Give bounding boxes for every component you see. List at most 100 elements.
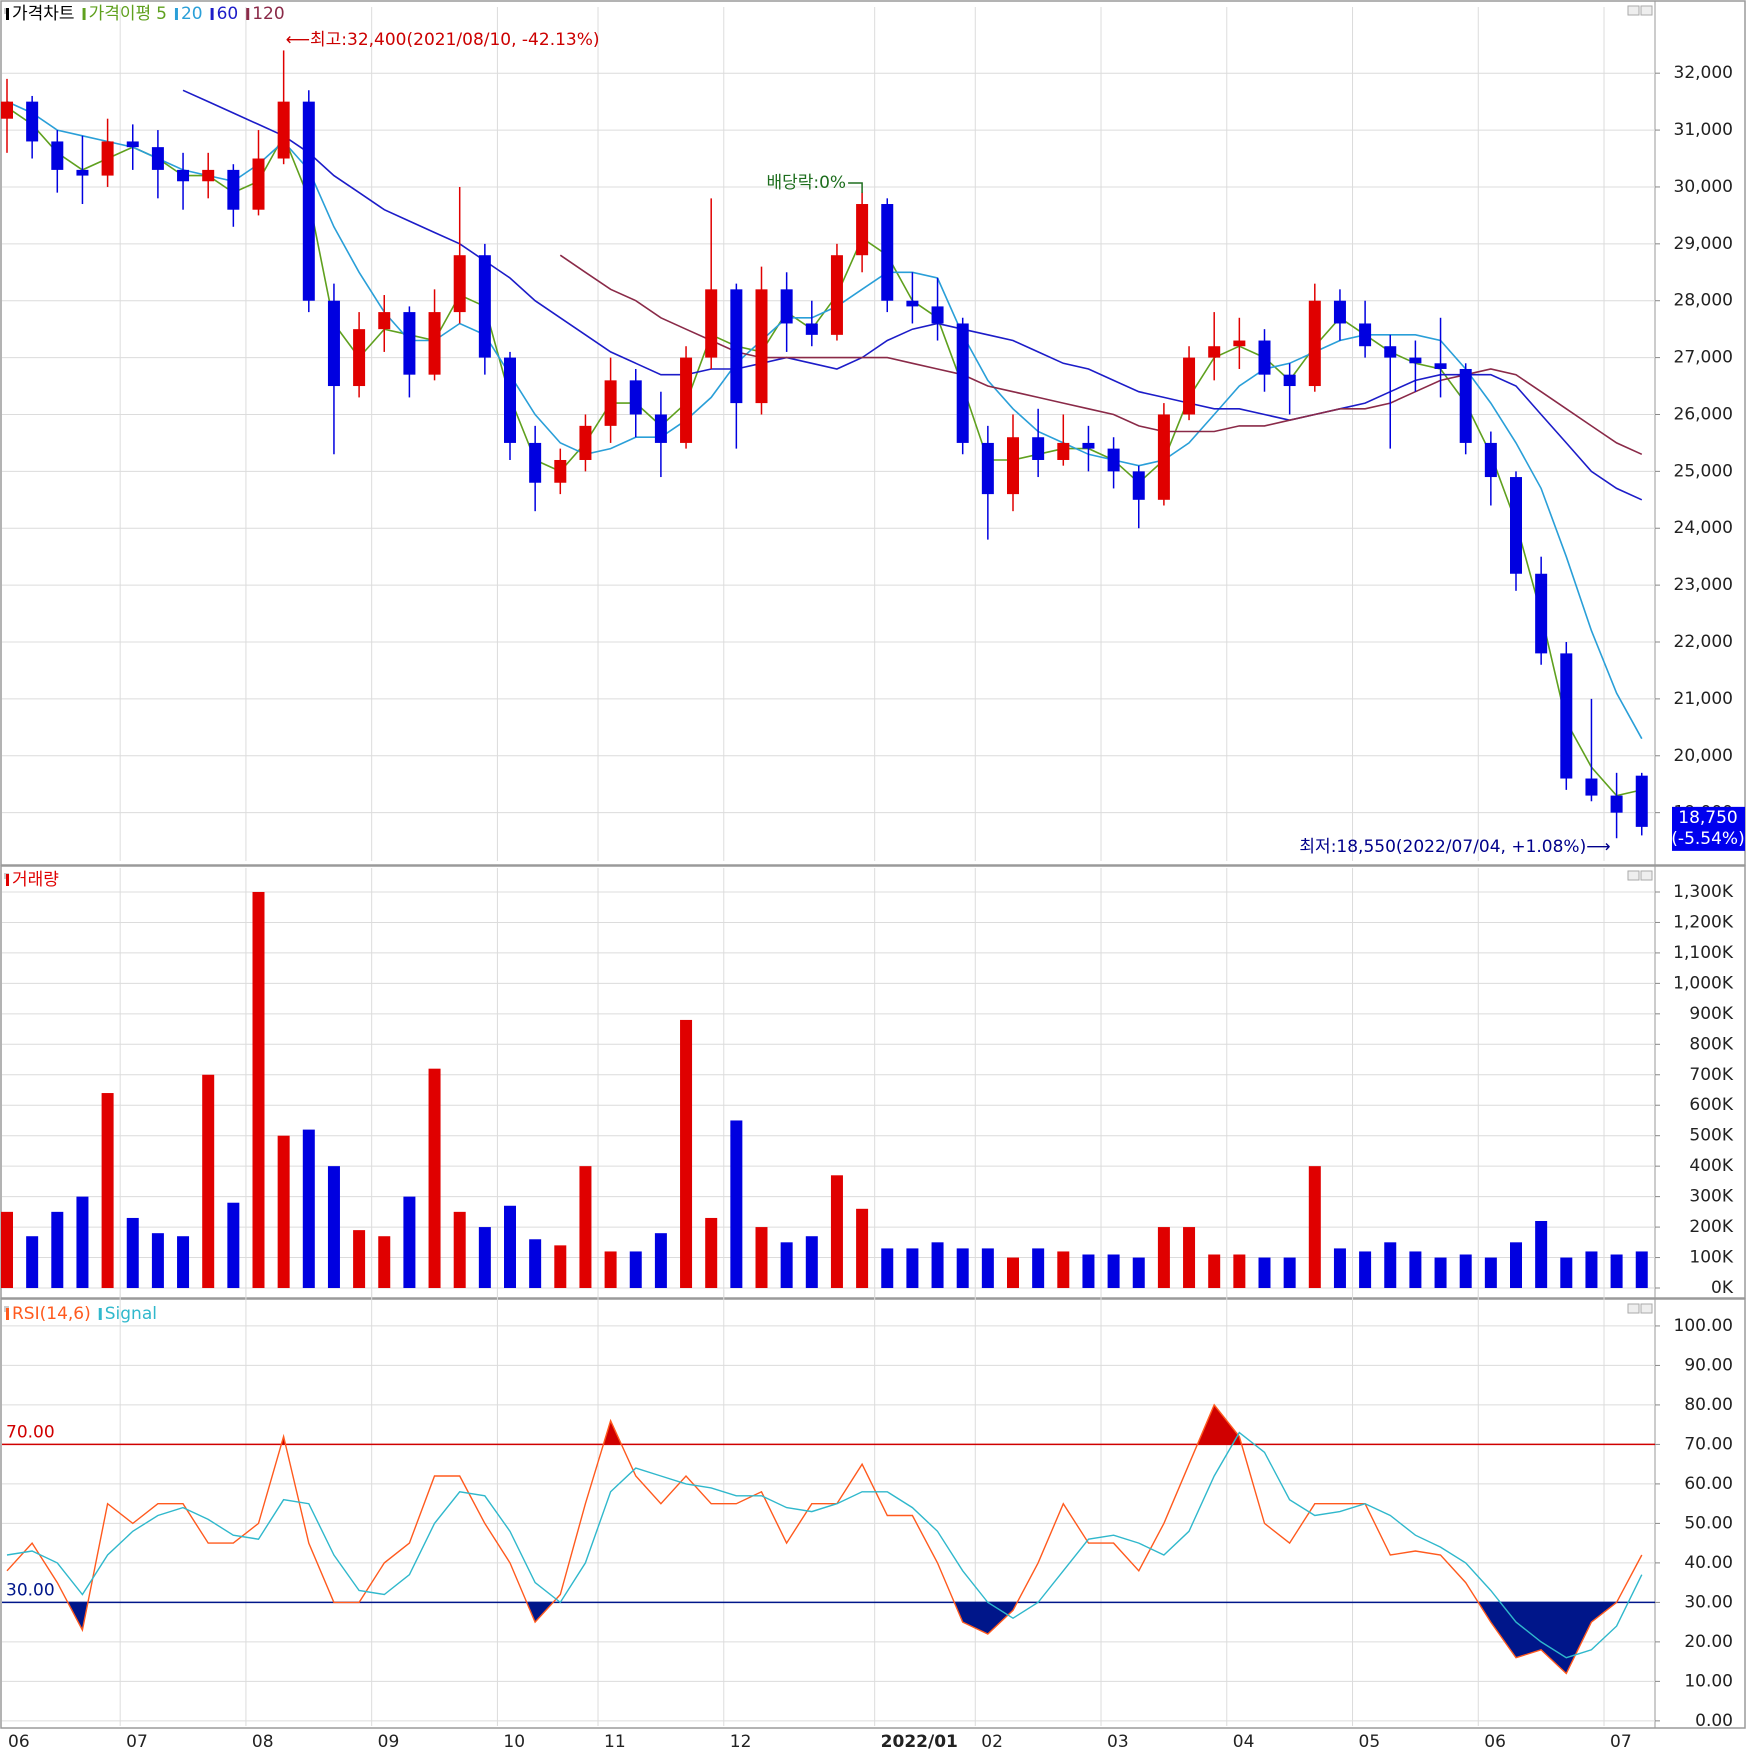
x-tick-label: 08 (252, 1732, 274, 1752)
legend-marker (174, 8, 178, 20)
candle-body (780, 289, 793, 324)
candle-body (856, 204, 869, 256)
volume-bar (1057, 1251, 1070, 1289)
y-tick-label: 500K (1689, 1126, 1733, 1146)
volume-bar (1208, 1254, 1221, 1289)
volume-bar (579, 1166, 592, 1289)
x-tick-label: 02 (981, 1732, 1003, 1752)
candle-body (956, 323, 969, 443)
line-series (6, 1403, 1643, 1675)
candle-body (755, 289, 768, 404)
volume-bar (277, 1135, 290, 1289)
legend-label: 20 (181, 4, 203, 24)
candle-body (1032, 437, 1045, 460)
y-tick-label: 27,000 (1674, 348, 1733, 368)
candle-body (51, 141, 64, 170)
volume-bar (1308, 1166, 1321, 1289)
candle-body (403, 312, 416, 375)
candle-body (1057, 442, 1070, 460)
volume-bar (403, 1196, 416, 1289)
candle-body (478, 255, 491, 358)
legend-label: 가격차트 (12, 4, 75, 24)
candle-body (554, 459, 567, 483)
candle-body (1560, 653, 1573, 779)
candle-body (680, 357, 693, 443)
window-buttons[interactable] (1627, 5, 1653, 1314)
volume-bar (705, 1217, 718, 1289)
volume-bar (856, 1208, 869, 1289)
candle-body (76, 169, 89, 176)
close-button[interactable] (1640, 5, 1653, 16)
candle-body (981, 442, 994, 495)
y-tick-label: 30.00 (1684, 1592, 1733, 1612)
x-tick-label: 11 (604, 1732, 626, 1752)
candle-body (1635, 775, 1648, 827)
y-tick-label: 24,000 (1674, 518, 1733, 538)
legend-marker (246, 8, 250, 20)
volume-bar (730, 1120, 743, 1289)
volume-bar (1384, 1242, 1397, 1289)
candle-body (906, 300, 919, 307)
volume-bar (1183, 1227, 1196, 1289)
x-tick-label: 09 (378, 1732, 400, 1752)
volume-bar (227, 1202, 240, 1289)
y-tick-label: 700K (1689, 1065, 1733, 1085)
volume-bar (805, 1236, 818, 1289)
volume-bar (1007, 1257, 1019, 1289)
level-label: 70.00 (6, 1422, 55, 1442)
volume-bar (1107, 1254, 1120, 1289)
y-tick-label: 1,100K (1673, 943, 1734, 963)
y-tick-label: 90.00 (1684, 1355, 1733, 1375)
candle-body (1359, 323, 1372, 347)
minimize-button[interactable] (1627, 870, 1640, 881)
volume-bar (1484, 1257, 1497, 1289)
volume-bar (252, 891, 265, 1289)
minimize-button[interactable] (1627, 5, 1640, 16)
y-tick-label: 70.00 (1684, 1434, 1733, 1454)
y-tick-label: 0.00 (1695, 1711, 1733, 1731)
candle-body (1132, 471, 1145, 500)
legend-label: 5 (156, 4, 167, 24)
legend-marker (82, 8, 86, 20)
candle-body (1183, 357, 1196, 415)
volume-bar (453, 1211, 466, 1289)
legend-marker (6, 8, 9, 20)
rsi-panel (0, 1298, 1746, 1729)
y-tick-label: 50.00 (1684, 1513, 1733, 1533)
y-tick-label: 26,000 (1674, 404, 1733, 424)
level-label: 30.00 (6, 1580, 55, 1600)
candle-body (1208, 346, 1221, 358)
x-tick-label: 06 (8, 1732, 30, 1752)
close-button[interactable] (1640, 870, 1653, 881)
x-tick-label: 06 (1484, 1732, 1506, 1752)
candle-body (654, 414, 667, 443)
candle-body (1107, 448, 1120, 472)
volume-bar (1258, 1257, 1271, 1289)
line-series (6, 1431, 1643, 1659)
candle-body (1610, 795, 1623, 813)
volume-bar (76, 1196, 89, 1289)
y-tick-label: 200K (1689, 1217, 1733, 1237)
candle-body (202, 169, 215, 182)
x-tick-label: 07 (126, 1732, 148, 1752)
candle-body (1308, 300, 1321, 387)
volume-bar (755, 1227, 768, 1289)
volume-bar (1082, 1254, 1095, 1289)
y-tick-label: 32,000 (1674, 63, 1733, 83)
legend-marker (6, 874, 9, 886)
y-tick-label: 20.00 (1684, 1632, 1733, 1652)
volume-bar (1359, 1251, 1372, 1289)
y-tick-label: 20,000 (1674, 746, 1733, 766)
line-series (182, 89, 1643, 501)
volume-bar (529, 1239, 542, 1289)
candle-body (1510, 477, 1522, 574)
candle-body (101, 141, 114, 176)
candle-body (353, 329, 366, 387)
candle-body (805, 323, 818, 335)
minimize-button[interactable] (1627, 1303, 1640, 1314)
close-button[interactable] (1640, 1303, 1653, 1314)
candle-body (504, 357, 516, 443)
candle-body (252, 158, 265, 210)
